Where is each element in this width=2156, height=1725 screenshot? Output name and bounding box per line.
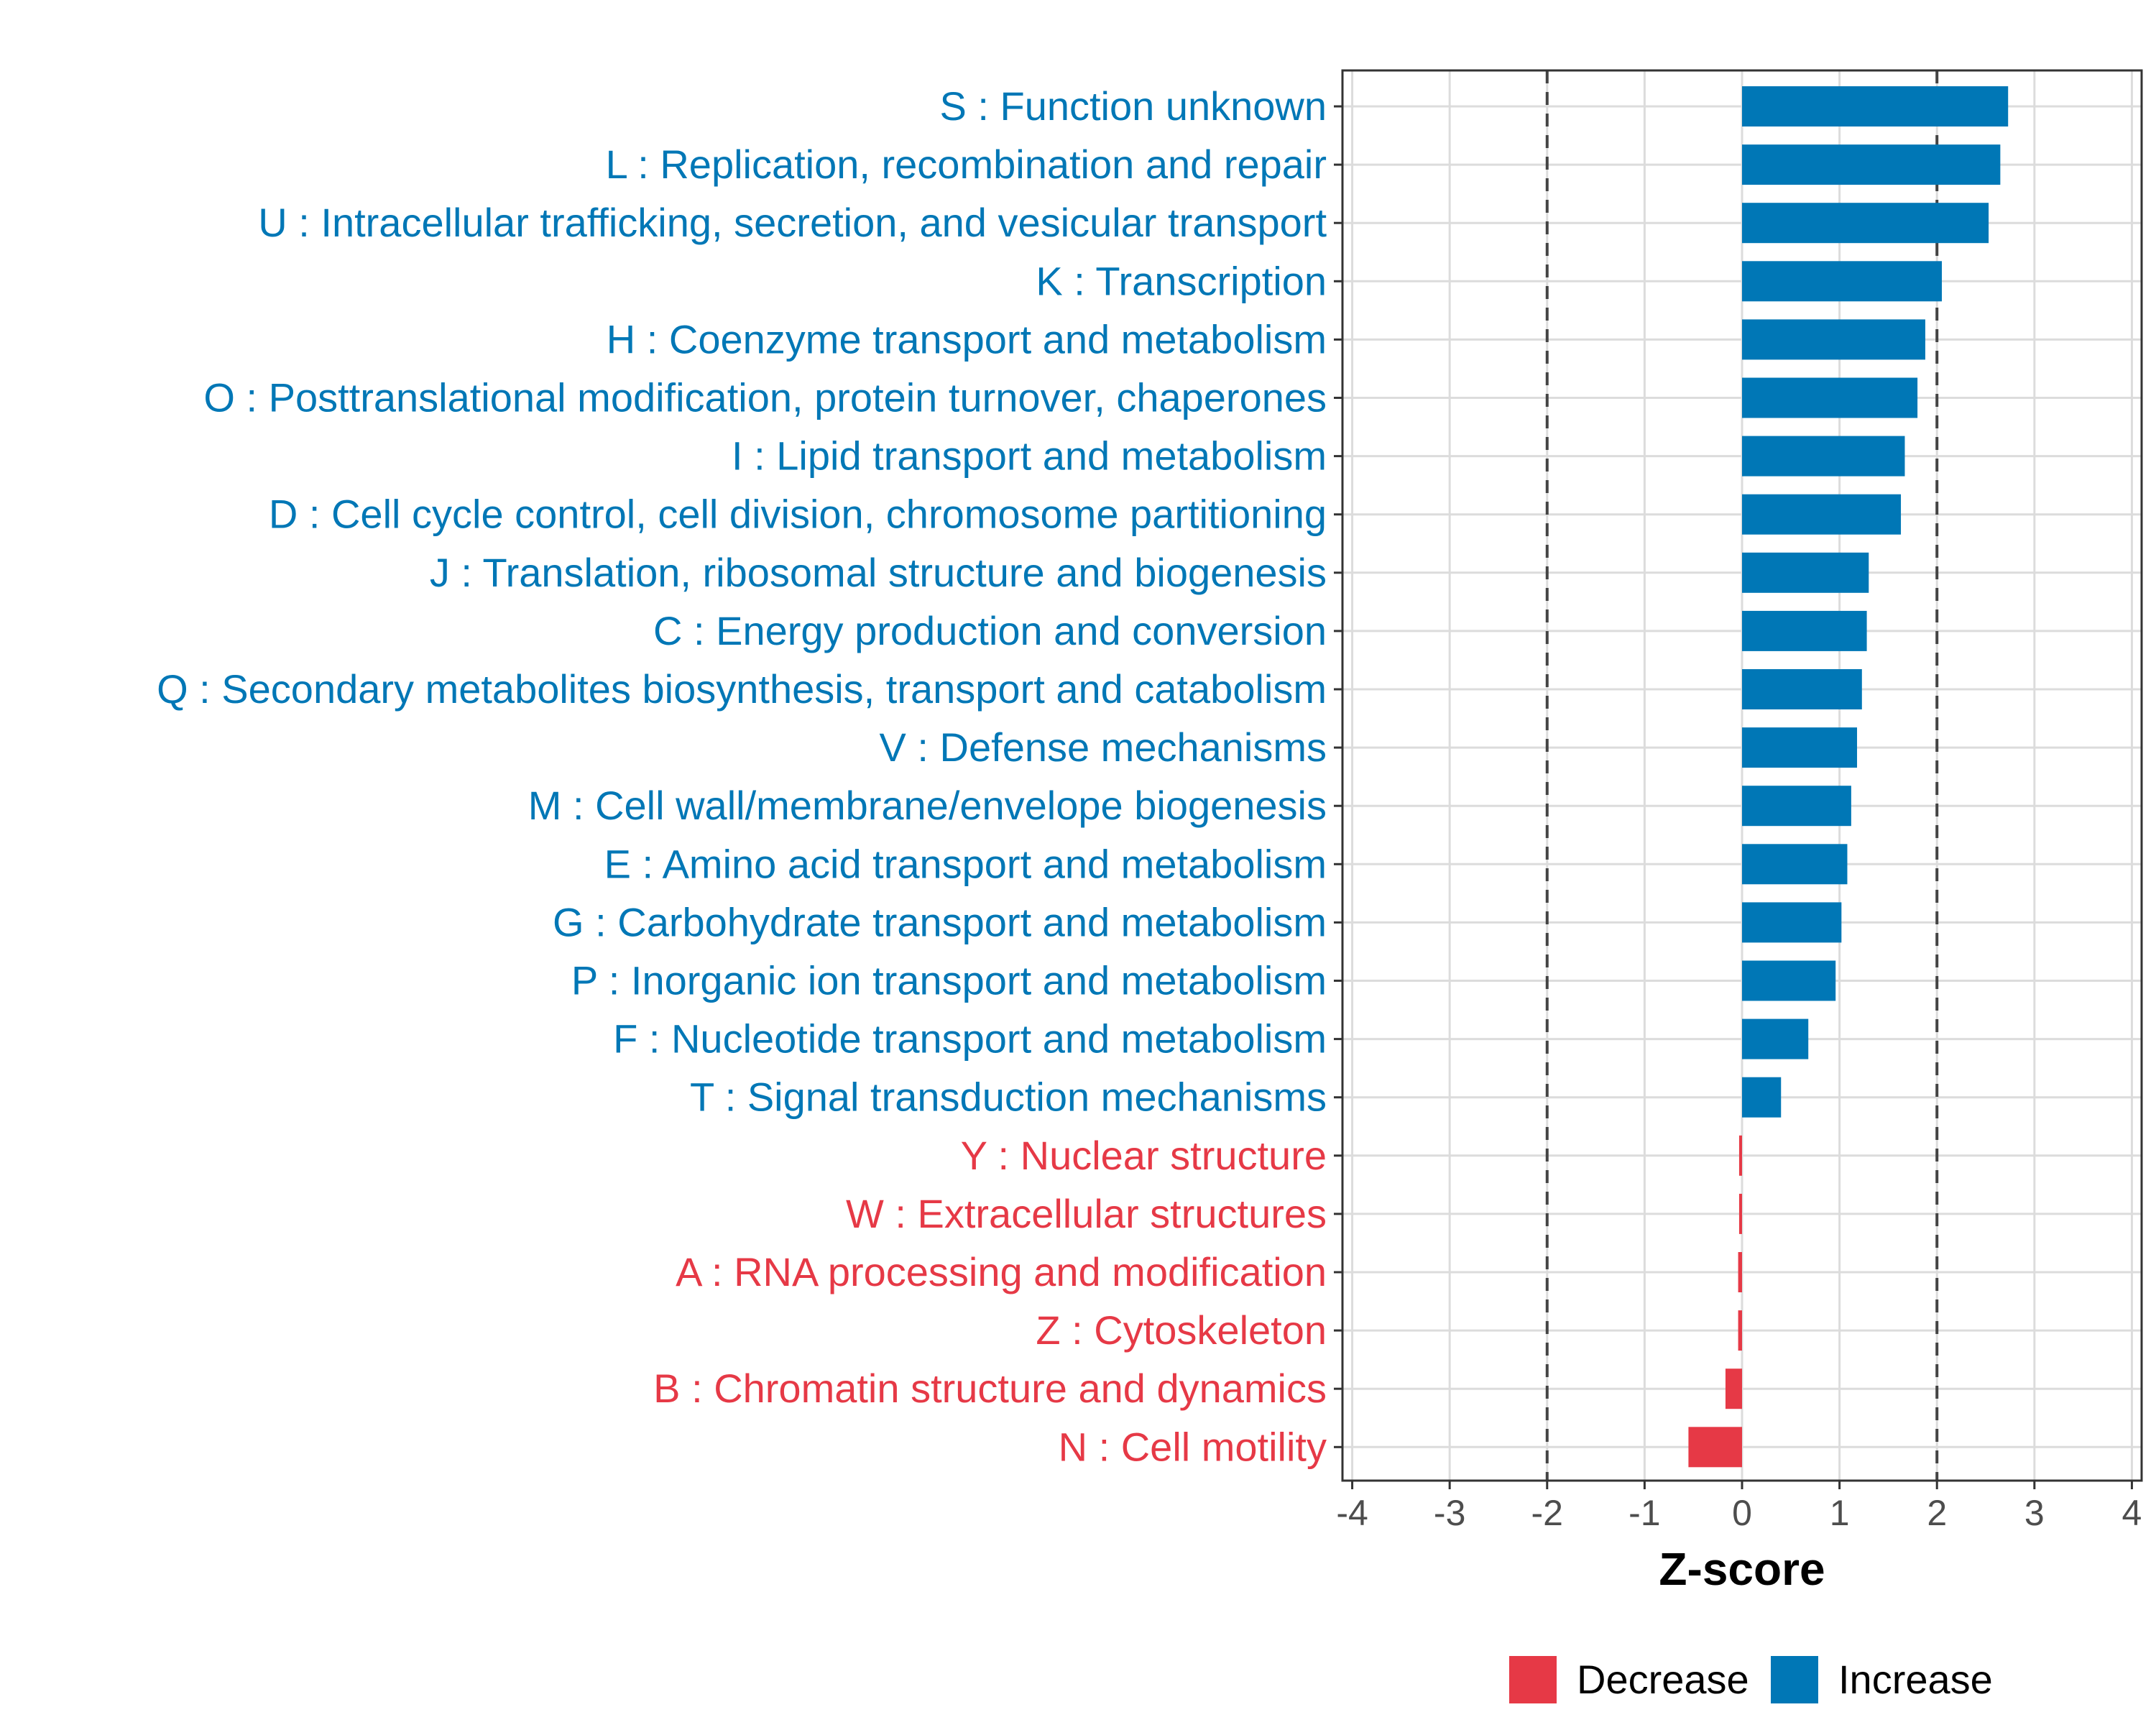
bar	[1725, 1368, 1742, 1409]
category-label: G : Carbohydrate transport and metabolis…	[553, 899, 1327, 944]
x-axis-title: Z-score	[1659, 1543, 1825, 1595]
bar	[1742, 1077, 1782, 1118]
bar	[1742, 144, 2001, 185]
category-label: B : Chromatin structure and dynamics	[653, 1366, 1327, 1411]
bar	[1738, 1252, 1742, 1292]
legend-label: Decrease	[1577, 1657, 1749, 1702]
bar	[1738, 1193, 1742, 1234]
category-label: V : Defense mechanisms	[880, 724, 1327, 770]
category-label: T : Signal transduction mechanisms	[690, 1075, 1327, 1120]
bar	[1738, 1310, 1742, 1351]
bar	[1742, 86, 2009, 126]
bar	[1742, 1018, 1809, 1059]
x-axis: -4 -3 -2 -1 0 1 2 3 4	[1336, 1481, 2142, 1533]
bar	[1742, 552, 1869, 593]
bar	[1742, 786, 1851, 827]
category-label: O : Posttranslational modification, prot…	[203, 375, 1327, 420]
x-tick-label: -4	[1336, 1493, 1368, 1533]
reference-lines	[1545, 70, 1939, 1481]
legend: Decrease Increase	[1509, 1656, 1993, 1703]
bar	[1742, 203, 1989, 244]
x-tick-label: 2	[1927, 1493, 1947, 1533]
x-tick-label: 1	[1830, 1493, 1850, 1533]
category-label: S : Function unknown	[939, 83, 1327, 129]
category-label: N : Cell motility	[1059, 1424, 1327, 1469]
category-label: P : Inorganic ion transport and metaboli…	[571, 958, 1327, 1003]
category-label: M : Cell wall/membrane/envelope biogenes…	[528, 783, 1327, 828]
bar	[1742, 844, 1848, 885]
category-label: A : RNA processing and modification	[676, 1249, 1327, 1294]
x-tick-label: 3	[2024, 1493, 2045, 1533]
legend-label: Increase	[1838, 1657, 1993, 1702]
bar	[1742, 494, 1902, 535]
legend-swatch	[1509, 1656, 1557, 1703]
x-tick-label: -1	[1628, 1493, 1660, 1533]
bar	[1742, 319, 1925, 360]
bar	[1738, 1135, 1742, 1176]
category-label: W : Extracellular structures	[846, 1191, 1327, 1236]
x-tick-label: 0	[1732, 1493, 1752, 1533]
category-label: Z : Cytoskeleton	[1036, 1307, 1327, 1353]
x-tick-label: -2	[1531, 1493, 1563, 1533]
bar	[1742, 669, 1862, 709]
category-label: D : Cell cycle control, cell division, c…	[269, 492, 1327, 537]
category-labels: S : Function unknown L : Replication, rec…	[157, 83, 1342, 1469]
bar	[1742, 960, 1836, 1001]
bar	[1688, 1427, 1742, 1468]
bars	[1688, 86, 2009, 1468]
bar	[1742, 610, 1867, 651]
bar	[1742, 261, 1942, 302]
bar	[1742, 727, 1858, 768]
bar	[1742, 377, 1918, 418]
x-tick-label: 4	[2122, 1493, 2142, 1533]
category-label: U : Intracellular trafficking, secretion…	[258, 200, 1327, 245]
category-label: F : Nucleotide transport and metabolism	[613, 1016, 1327, 1062]
category-label: H : Coenzyme transport and metabolism	[607, 316, 1327, 362]
category-label: L : Replication, recombination and repai…	[606, 142, 1327, 187]
category-label: I : Lipid transport and metabolism	[732, 433, 1327, 479]
bar	[1742, 436, 1905, 477]
category-label: J : Translation, ribosomal structure and…	[430, 550, 1327, 595]
category-label: Q : Secondary metabolites biosynthesis, …	[157, 666, 1327, 712]
category-label: K : Transcription	[1036, 258, 1327, 303]
category-label: Y : Nuclear structure	[961, 1133, 1327, 1178]
category-label: C : Energy production and conversion	[653, 608, 1327, 653]
x-tick-label: -3	[1434, 1493, 1465, 1533]
legend-swatch	[1771, 1656, 1818, 1703]
bar	[1742, 902, 1842, 943]
category-label: E : Amino acid transport and metabolism	[604, 841, 1327, 886]
